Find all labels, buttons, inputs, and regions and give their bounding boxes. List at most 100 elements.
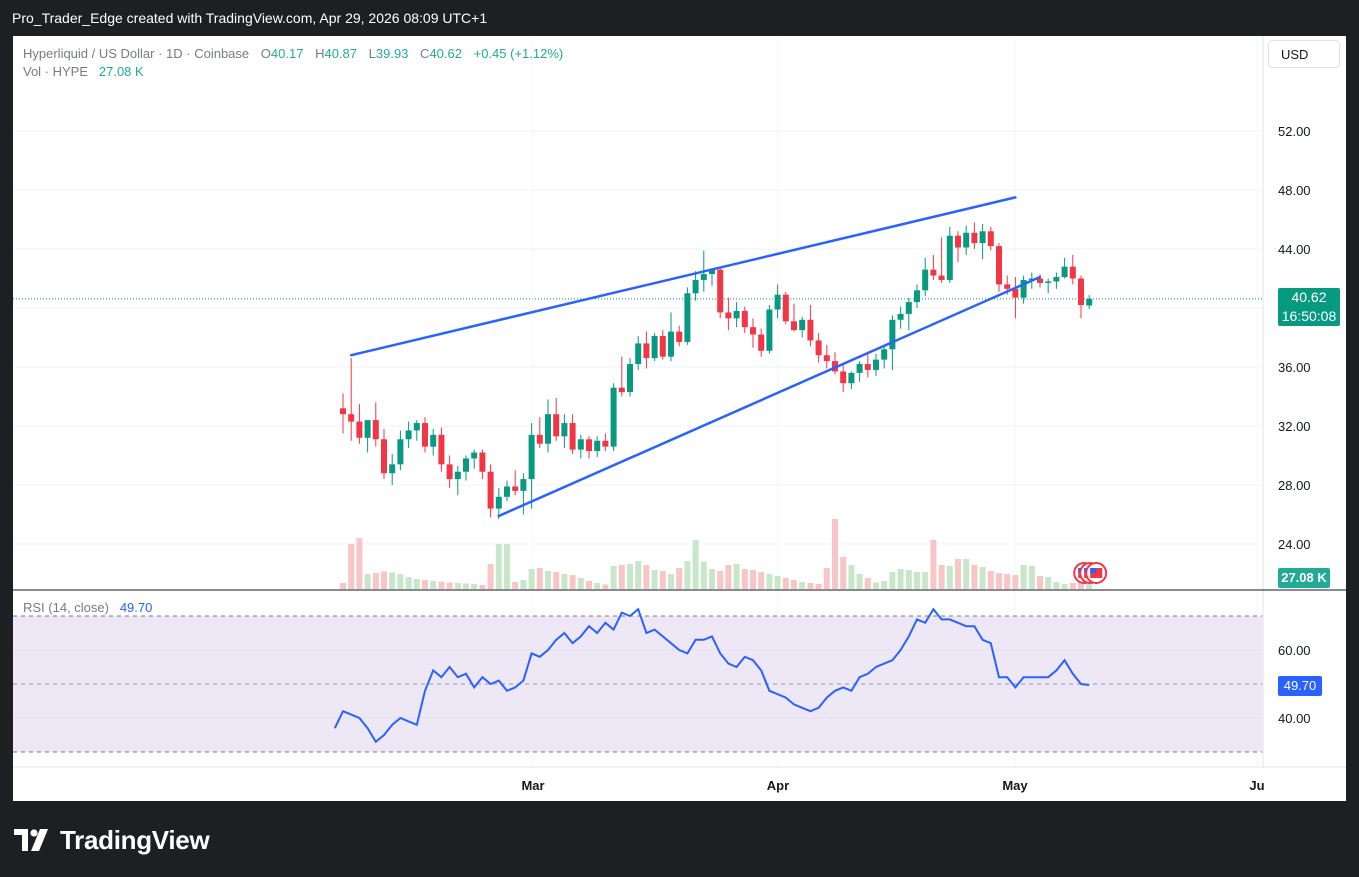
volume-bar bbox=[996, 573, 1002, 589]
volume-bar bbox=[1028, 566, 1035, 589]
rsi-label: RSI (14, close) bbox=[23, 600, 109, 615]
volume-bar bbox=[471, 584, 478, 589]
volume-bar bbox=[586, 581, 592, 589]
candle-body bbox=[922, 269, 929, 291]
volume-bar bbox=[709, 569, 715, 589]
candle-body bbox=[446, 464, 453, 480]
volume-bar bbox=[528, 569, 535, 589]
volume-bar bbox=[422, 580, 428, 589]
volume-bar bbox=[1012, 575, 1019, 589]
volume-bar bbox=[643, 565, 650, 589]
attribution-text: Pro_Trader_Edge created with TradingView… bbox=[12, 10, 488, 26]
candle-body bbox=[668, 331, 674, 357]
time-tick-label: Ju bbox=[1249, 778, 1264, 793]
chart-canvas[interactable]: 52.00 48.00 44.00 40.00 36.00 32.00 28.00 24.00… bbox=[13, 36, 1346, 801]
candle-body bbox=[979, 231, 986, 244]
candle-body bbox=[938, 275, 945, 280]
volume-bar bbox=[397, 574, 404, 589]
price-tick-label: 44.00 bbox=[1278, 242, 1311, 257]
candle-body bbox=[356, 421, 363, 438]
low-label: L bbox=[368, 46, 376, 61]
candle-body bbox=[463, 458, 469, 472]
volume-bar bbox=[914, 572, 920, 589]
volume-bar bbox=[700, 561, 707, 589]
candle-body bbox=[340, 408, 346, 415]
candle-body bbox=[1020, 279, 1027, 298]
rsi-value-tag: 49.70 bbox=[1278, 676, 1322, 696]
volume-bar bbox=[487, 564, 494, 589]
volume-bar bbox=[1053, 582, 1060, 589]
volume-bar bbox=[454, 583, 461, 589]
currency-button[interactable]: USD bbox=[1268, 40, 1340, 68]
volume-bar bbox=[963, 559, 970, 589]
volume-bar bbox=[602, 584, 609, 589]
rsi-value: 49.70 bbox=[119, 600, 153, 615]
candle-body bbox=[553, 414, 560, 437]
volume-bar bbox=[864, 578, 871, 589]
volume-bar bbox=[840, 557, 847, 589]
candle-body bbox=[569, 423, 576, 450]
us-flag-icon bbox=[1085, 562, 1108, 584]
candle-body bbox=[594, 440, 601, 452]
high-label: H bbox=[315, 46, 325, 61]
candle-body bbox=[741, 310, 748, 328]
volume-bar bbox=[356, 538, 363, 589]
volume-bar bbox=[905, 570, 912, 589]
volume-bar bbox=[446, 582, 453, 589]
volume-bar bbox=[430, 581, 437, 589]
candle-body bbox=[946, 235, 953, 280]
open-value: 40.17 bbox=[270, 46, 304, 61]
bar-countdown: 16:50:08 bbox=[1281, 308, 1337, 324]
candle-body bbox=[709, 269, 715, 275]
candle-body bbox=[881, 349, 888, 360]
close-label: C bbox=[420, 46, 430, 61]
volume-bar bbox=[594, 583, 601, 589]
candle-body bbox=[479, 452, 486, 472]
volume-bar bbox=[463, 583, 469, 589]
volume-bar bbox=[1004, 574, 1011, 589]
tradingview-logo-icon bbox=[14, 829, 48, 851]
candle-body bbox=[586, 439, 592, 452]
rsi-legend: RSI (14, close) 49.70 bbox=[23, 600, 152, 615]
volume-bar bbox=[1069, 583, 1076, 589]
volume-bar bbox=[758, 572, 765, 589]
candle-body bbox=[782, 294, 789, 322]
candle-body bbox=[577, 439, 584, 450]
volume-bar bbox=[520, 580, 527, 589]
candle-body bbox=[750, 327, 756, 335]
volume-bar bbox=[938, 565, 945, 589]
candle-body bbox=[897, 313, 904, 320]
chart-panel[interactable]: 52.00 48.00 44.00 40.00 36.00 32.00 28.00 24.00… bbox=[13, 36, 1346, 801]
candle-body bbox=[930, 269, 937, 276]
rsi-panel bbox=[13, 607, 1263, 753]
volume-bar bbox=[536, 568, 543, 589]
volume-bar bbox=[725, 565, 732, 589]
candle-body bbox=[799, 319, 806, 331]
candle-body bbox=[1037, 278, 1043, 283]
tradingview-logo[interactable]: TradingView bbox=[14, 822, 210, 858]
high-value: 40.87 bbox=[324, 46, 358, 61]
candle-body bbox=[561, 423, 568, 437]
volume-bar bbox=[881, 581, 888, 589]
volume-bar bbox=[1045, 577, 1052, 589]
volume-bar bbox=[413, 579, 420, 589]
volume-bar bbox=[955, 559, 961, 589]
event-flags bbox=[1073, 562, 1108, 584]
time-tick-label: Apr bbox=[767, 778, 789, 793]
candle-body bbox=[651, 336, 658, 359]
candle-body bbox=[520, 479, 527, 491]
candle-body bbox=[914, 290, 920, 303]
volume-bar bbox=[627, 564, 633, 589]
volume-bar bbox=[405, 577, 412, 589]
volume-bar bbox=[1037, 576, 1043, 589]
volume-tag: 27.08 K bbox=[1278, 568, 1330, 588]
candle-body bbox=[733, 310, 740, 319]
candle-body bbox=[1086, 298, 1093, 306]
candle-body bbox=[725, 312, 732, 319]
volume-bar bbox=[389, 572, 396, 589]
volume-bar bbox=[971, 565, 978, 589]
price-tick-label: 24.00 bbox=[1278, 537, 1311, 552]
candle-body bbox=[996, 246, 1002, 285]
candle-body bbox=[495, 496, 502, 509]
volume-bar bbox=[717, 571, 724, 589]
